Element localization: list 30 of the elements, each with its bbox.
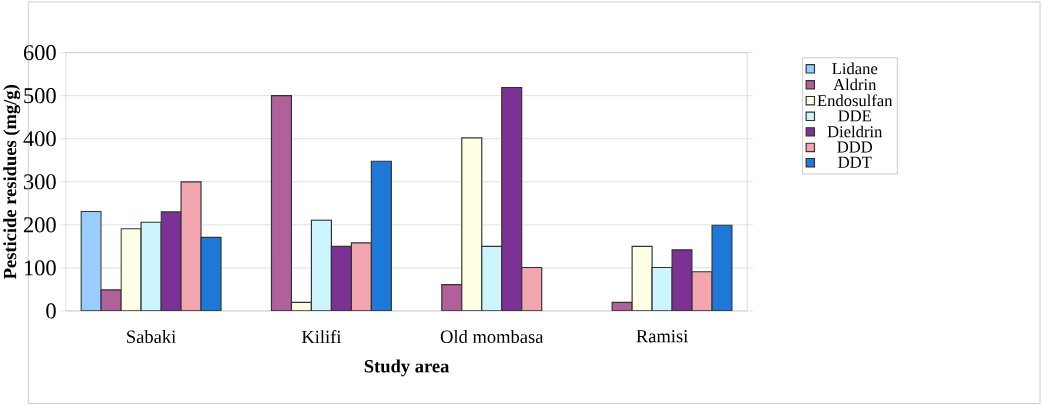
legend-label: DDD — [837, 141, 873, 153]
bar — [310, 219, 332, 312]
x-axis-title: Study area — [364, 359, 450, 377]
bar — [350, 242, 372, 312]
x-tick-label: Sabaki — [127, 330, 176, 344]
bar — [501, 87, 523, 312]
legend-label: Endosulfan — [817, 94, 893, 107]
y-tick-label: 400 — [23, 131, 56, 147]
y-tick-label: 0 — [46, 303, 56, 319]
x-tick-label: Ramisi — [636, 330, 688, 343]
bar — [270, 95, 293, 312]
bar — [521, 267, 543, 312]
legend-label: Dieldrin — [827, 125, 883, 138]
x-tick-label: Old mombasa — [440, 330, 544, 344]
x-tick-label: Kilifi — [301, 330, 342, 344]
legend-label: DDE — [838, 110, 871, 122]
legend-label: Aldrin — [833, 78, 877, 91]
bar — [330, 246, 352, 312]
y-tick-label: 200 — [23, 217, 56, 233]
y-tick-label: 600 — [23, 45, 56, 61]
y-axis-title: Pesticide residues (mg/g) — [3, 85, 21, 280]
bar — [461, 137, 483, 312]
y-tick-label: 500 — [24, 88, 56, 104]
bar — [441, 284, 463, 312]
legend-label: Lidane — [832, 62, 878, 75]
y-tick-label: 300 — [24, 174, 56, 190]
bar — [481, 246, 503, 312]
bar — [370, 160, 392, 312]
y-tick-label: 100 — [24, 260, 56, 276]
legend-label: DDT — [838, 157, 872, 168]
